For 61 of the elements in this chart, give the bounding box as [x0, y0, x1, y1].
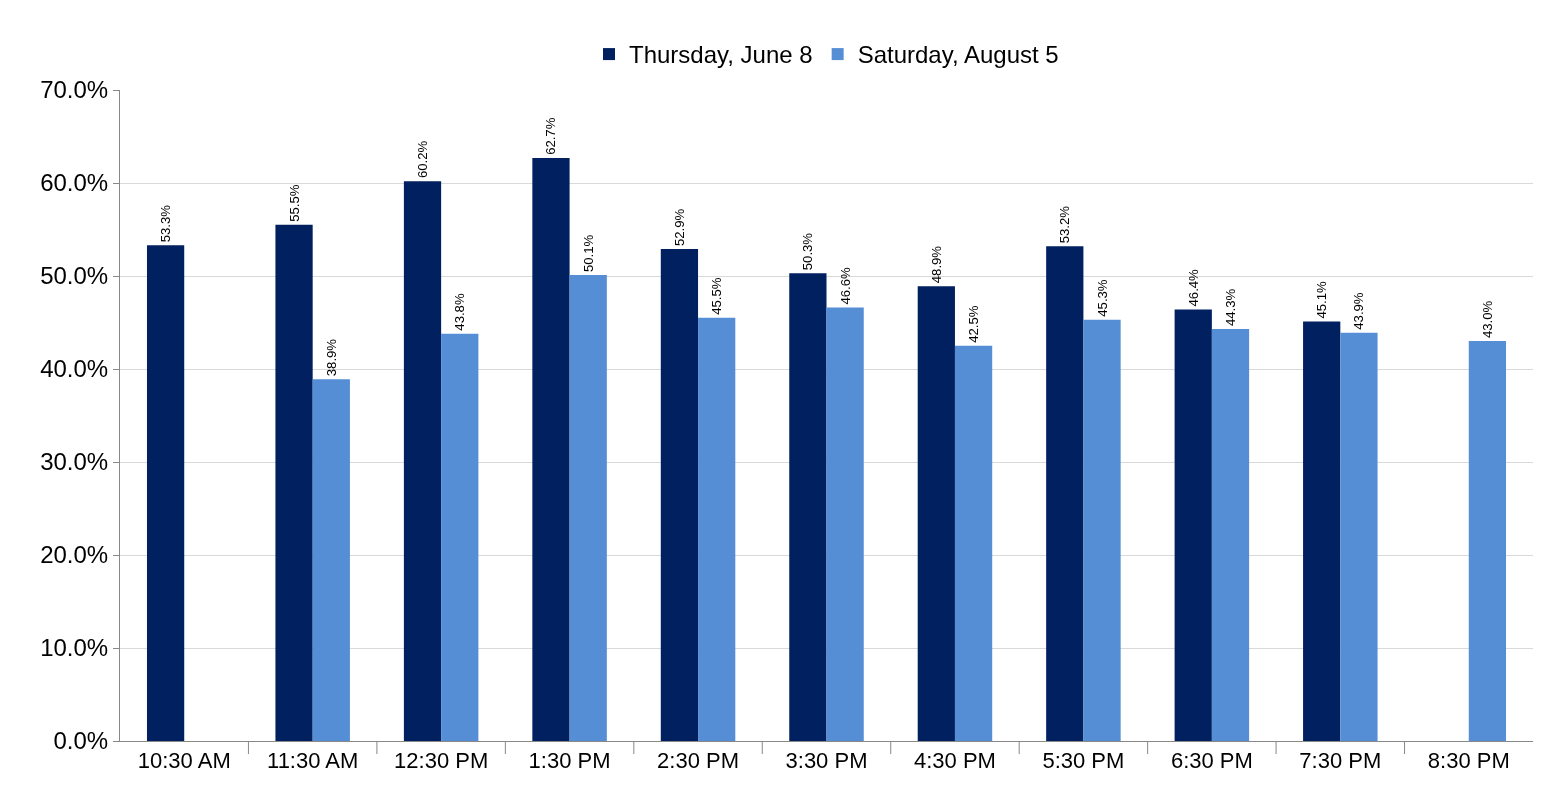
- x-tick-label: 1:30 PM: [528, 748, 611, 774]
- data-label: 46.4%: [1185, 268, 1201, 307]
- data-label: 48.9%: [928, 245, 944, 284]
- x-tick-label: 4:30 PM: [913, 748, 996, 774]
- legend-label: Thursday, June 8: [629, 41, 813, 69]
- y-tick-label: 30.0%: [40, 448, 109, 476]
- bar: [1211, 329, 1250, 741]
- bar: [826, 307, 864, 741]
- data-label: 52.9%: [671, 208, 687, 247]
- y-tick-label: 70.0%: [40, 76, 109, 104]
- x-tick-label: 3:30 PM: [785, 748, 868, 774]
- x-tick-label: 7:30 PM: [1299, 748, 1382, 774]
- data-label: 42.5%: [966, 305, 982, 343]
- x-tick-label: 8:30 PM: [1427, 748, 1510, 774]
- x-tick-label: 5:30 PM: [1042, 748, 1125, 774]
- bar: [1083, 319, 1121, 741]
- bar: [1340, 332, 1378, 741]
- bar: [660, 249, 699, 741]
- y-tick-label: 50.0%: [40, 262, 109, 290]
- data-label: 45.3%: [1094, 279, 1110, 317]
- data-label: 43.9%: [1351, 292, 1367, 330]
- data-label: 46.6%: [837, 267, 853, 305]
- data-label: 43.8%: [452, 293, 468, 331]
- data-label: 45.1%: [1314, 281, 1330, 319]
- data-label: 44.3%: [1222, 288, 1238, 326]
- data-label: 60.2%: [414, 140, 430, 179]
- y-tick-label: 40.0%: [40, 355, 109, 383]
- y-tick-label: 20.0%: [40, 541, 109, 569]
- x-tick-label: 2:30 PM: [657, 748, 740, 774]
- bar: [532, 157, 570, 741]
- bar: [789, 273, 827, 741]
- data-label: 53.3%: [158, 204, 174, 243]
- data-label: 43.0%: [1479, 300, 1495, 339]
- bar: [954, 345, 993, 741]
- x-tick-label: 12:30 PM: [394, 748, 489, 774]
- x-tick-label: 6:30 PM: [1170, 748, 1253, 774]
- legend-label: Saturday, August 5: [857, 41, 1059, 69]
- data-label: 62.7%: [543, 117, 559, 155]
- data-label: 45.5%: [709, 277, 725, 315]
- bar: [146, 245, 185, 741]
- bar: [312, 379, 350, 741]
- bar: [1046, 246, 1084, 741]
- y-tick-label: 60.0%: [40, 169, 109, 197]
- y-tick-label: 0.0%: [53, 727, 109, 755]
- data-label: 53.2%: [1057, 205, 1073, 244]
- data-label: 38.9%: [323, 338, 339, 377]
- bar: [403, 181, 442, 741]
- bar: [917, 286, 955, 741]
- bar: [275, 224, 313, 741]
- bar: [1468, 341, 1507, 741]
- bar: [1174, 309, 1212, 741]
- bar: [1303, 321, 1341, 741]
- bar: [569, 275, 607, 741]
- data-label: 50.3%: [800, 232, 816, 271]
- y-tick-label: 10.0%: [40, 634, 109, 662]
- bar: [441, 333, 479, 741]
- x-tick-label: 10:30 AM: [137, 748, 231, 774]
- data-label: 50.1%: [580, 234, 596, 273]
- x-tick-label: 11:30 AM: [267, 748, 359, 774]
- data-label: 55.5%: [286, 184, 302, 222]
- bar: [698, 317, 736, 741]
